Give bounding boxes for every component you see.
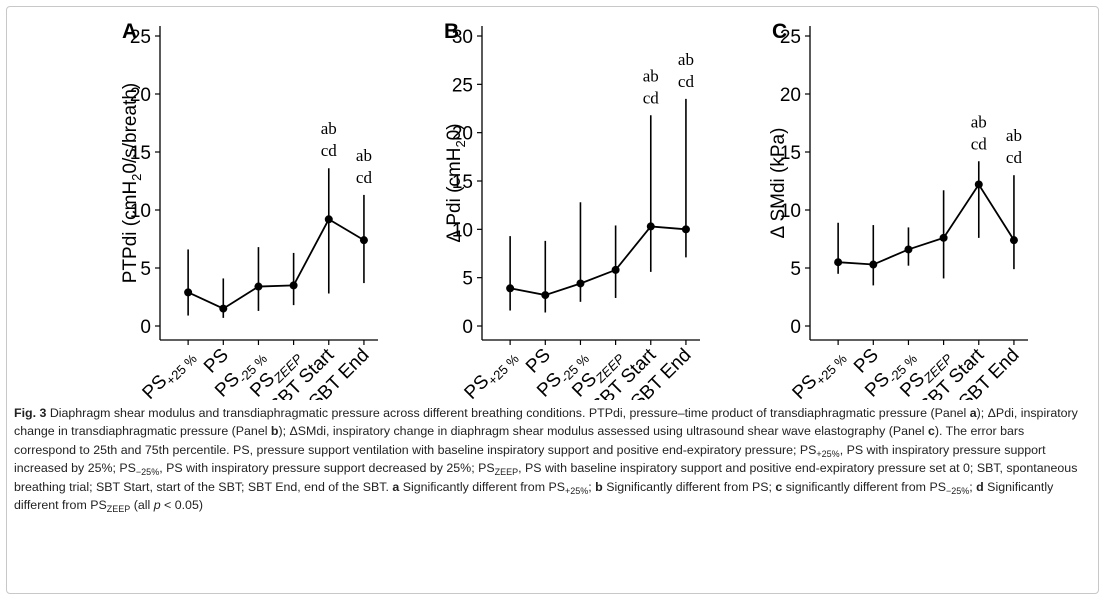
figure-frame	[6, 6, 1099, 594]
y-tick-label: 0	[140, 317, 151, 338]
significance-annotation: cd	[643, 88, 660, 107]
panel-label: B	[444, 20, 459, 43]
x-tick-label: PS+25 %	[461, 344, 523, 400]
significance-annotation: ab	[321, 119, 337, 138]
y-tick-label: 20	[130, 85, 151, 106]
data-point	[974, 180, 983, 189]
y-tick-label: 5	[140, 259, 151, 280]
significance-annotation: ab	[971, 112, 987, 131]
data-point	[506, 284, 515, 293]
y-tick-label: 15	[452, 172, 473, 193]
significance-annotation: cd	[321, 141, 338, 160]
y-tick-label: 25	[780, 27, 801, 48]
panel-label: C	[772, 20, 787, 43]
caption-text: Diaphragm shear modulus and transdiaphra…	[14, 406, 1078, 515]
data-point	[359, 236, 368, 245]
y-tick-label: 15	[130, 143, 151, 164]
y-tick-label: 0	[462, 317, 473, 338]
data-point	[869, 260, 878, 269]
data-point	[576, 279, 585, 288]
figure-charts: A 0 5 10 15 20 25 PTPdi (cmH20/s/breath) PS+25 %…	[120, 20, 1028, 400]
y-axis-label: Δ Pdi (cmH20)	[444, 123, 468, 242]
significance-annotation: ab	[678, 50, 694, 69]
data-point	[646, 222, 655, 231]
y-tick-label: 10	[780, 201, 801, 222]
y-tick-label: 20	[452, 124, 473, 145]
y-tick-label: 20	[780, 85, 801, 106]
data-point	[184, 288, 193, 297]
y-tick-label: 0	[790, 317, 801, 338]
figure-label: Fig. 3	[14, 406, 47, 420]
significance-annotation: cd	[356, 168, 373, 187]
x-tick-label: PS+25 %	[139, 344, 201, 400]
figure-caption: Fig. 3 Diaphragm shear modulus and trans…	[14, 404, 1084, 514]
y-tick-label: 5	[462, 269, 473, 290]
data-point	[254, 282, 263, 291]
panel-label: A	[122, 20, 137, 43]
significance-annotation: ab	[643, 66, 659, 85]
data-point	[541, 291, 550, 300]
y-axis-label: PTPdi (cmH20/s/breath)	[120, 83, 144, 283]
chart-panel-a: A 0 5 10 15 20 25 PTPdi (cmH20/s/breath) PS+25 %…	[120, 20, 378, 400]
data-point	[324, 215, 333, 224]
data-point	[834, 258, 843, 267]
y-tick-label: 10	[130, 201, 151, 222]
data-point	[219, 304, 228, 313]
data-point	[289, 281, 298, 290]
data-point	[939, 233, 948, 242]
significance-annotation: cd	[971, 134, 988, 153]
data-point	[611, 265, 620, 274]
data-point	[681, 225, 690, 234]
series-line	[509, 225, 687, 296]
y-tick-label: 25	[452, 75, 473, 96]
data-point	[904, 245, 913, 254]
significance-annotation: cd	[1006, 148, 1023, 167]
y-tick-label: 5	[790, 259, 801, 280]
y-tick-label: 30	[452, 27, 473, 48]
significance-annotation: ab	[1006, 126, 1022, 145]
series-line	[838, 182, 1015, 266]
significance-annotation: cd	[678, 72, 695, 91]
y-axis-label: Δ SMdi (kPa)	[768, 128, 789, 239]
data-point	[1009, 236, 1018, 245]
y-tick-label: 25	[130, 27, 151, 48]
series-line	[187, 218, 365, 310]
y-tick-label: 10	[452, 220, 473, 241]
significance-annotation: ab	[356, 146, 372, 165]
y-tick-label: 15	[780, 143, 801, 164]
x-tick-label: PS+25 %	[789, 344, 851, 400]
